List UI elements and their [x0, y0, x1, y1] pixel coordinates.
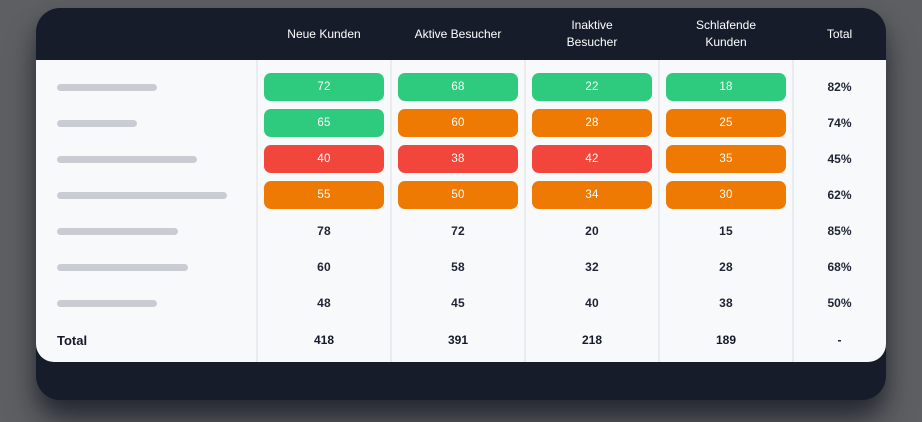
value-cell: 40 — [585, 296, 599, 310]
value-cell: 45 — [451, 296, 465, 310]
value-badge: 34 — [532, 181, 652, 209]
value-badge: 68 — [398, 73, 518, 101]
column-separator — [256, 60, 258, 362]
total-row-dash: - — [837, 333, 842, 347]
row-total-percent: 85% — [827, 224, 852, 238]
value-cell: 28 — [719, 260, 733, 274]
value-cell: 48 — [317, 296, 331, 310]
value-cell: 60 — [317, 260, 331, 274]
column-header-inaktive-besucher: Inaktive Besucher — [566, 18, 618, 49]
value-badge: 42 — [532, 145, 652, 173]
row-total-percent: 62% — [827, 188, 852, 202]
value-badge: 60 — [398, 109, 518, 137]
value-badge: 25 — [666, 109, 786, 137]
column-sum: 418 — [313, 333, 335, 347]
value-cell: 78 — [317, 224, 331, 238]
row-total-percent: 68% — [827, 260, 852, 274]
value-cell: 72 — [451, 224, 465, 238]
customer-stats-table-card: Neue Kunden Aktive Besucher Inaktive Bes… — [36, 8, 886, 400]
total-row: Total 418 391 218 189 - — [36, 321, 886, 359]
total-row-label: Total — [57, 332, 88, 348]
column-sum: 391 — [447, 333, 469, 347]
table-row: 65 60 28 25 74% — [36, 105, 886, 141]
column-separator — [792, 60, 794, 362]
value-badge: 65 — [264, 109, 384, 137]
row-total-percent: 74% — [827, 116, 852, 130]
value-badge: 72 — [264, 73, 384, 101]
value-cell: 58 — [451, 260, 465, 274]
row-label-skeleton — [57, 155, 197, 163]
value-badge: 30 — [666, 181, 786, 209]
column-separator — [524, 60, 526, 362]
row-total-percent: 50% — [827, 296, 852, 310]
value-badge: 38 — [398, 145, 518, 173]
column-header-neue-kunden: Neue Kunden — [287, 26, 361, 41]
table-row: 72 68 22 18 82% — [36, 69, 886, 105]
value-cell: 32 — [585, 260, 599, 274]
table-row: 48 45 40 38 50% — [36, 285, 886, 321]
value-badge: 22 — [532, 73, 652, 101]
row-label-skeleton — [57, 299, 157, 307]
value-badge: 28 — [532, 109, 652, 137]
table-row: 78 72 20 15 85% — [36, 213, 886, 249]
column-sum: 189 — [715, 333, 737, 347]
column-separator — [658, 60, 660, 362]
row-label-skeleton — [57, 263, 188, 271]
table-header: Neue Kunden Aktive Besucher Inaktive Bes… — [36, 8, 886, 60]
row-label-skeleton — [57, 83, 157, 91]
value-badge: 40 — [264, 145, 384, 173]
value-badge: 50 — [398, 181, 518, 209]
row-total-percent: 45% — [827, 152, 852, 166]
value-badge: 55 — [264, 181, 384, 209]
value-cell: 38 — [719, 296, 733, 310]
row-label-skeleton — [57, 227, 178, 235]
value-cell: 15 — [719, 224, 733, 238]
column-header-total: Total — [826, 26, 853, 41]
row-label-skeleton — [57, 119, 137, 127]
column-sum: 218 — [581, 333, 603, 347]
column-header-aktive-besucher: Aktive Besucher — [414, 26, 502, 41]
value-cell: 20 — [585, 224, 599, 238]
column-separator — [390, 60, 392, 362]
row-label-skeleton — [57, 191, 227, 199]
column-header-schlafende-kunden: Schlafende Kunden — [695, 18, 757, 49]
table-row: 60 58 32 28 68% — [36, 249, 886, 285]
table-body: 72 68 22 18 82% 65 60 28 25 74% 40 38 42… — [36, 60, 886, 362]
value-badge: 18 — [666, 73, 786, 101]
value-badge: 35 — [666, 145, 786, 173]
table-row: 40 38 42 35 45% — [36, 141, 886, 177]
row-total-percent: 82% — [827, 80, 852, 94]
table-row: 55 50 34 30 62% — [36, 177, 886, 213]
